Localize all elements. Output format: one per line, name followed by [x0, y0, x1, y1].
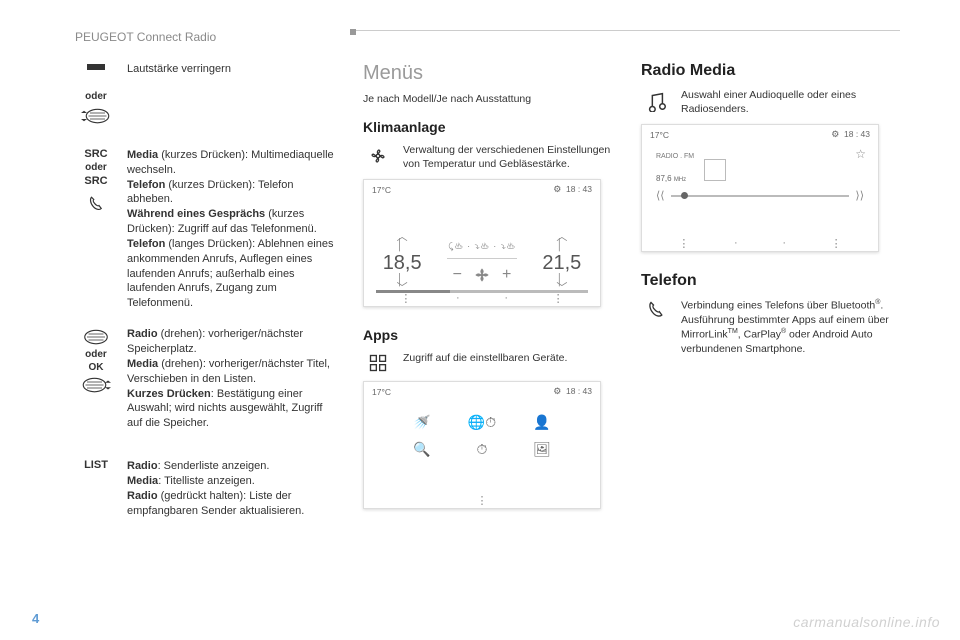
oder-label-2: oder — [85, 162, 107, 173]
app-icon-2: 🌐⏱ — [454, 410, 510, 434]
seat-mode-row: ⤹♨ · ⤵♨ · ⤵♨ — [448, 241, 516, 252]
src-label-1: SRC — [84, 148, 107, 160]
klima-title: Klimaanlage — [363, 119, 613, 135]
right-column: Radio Media Auswahl einer Audioquelle od… — [641, 62, 891, 532]
favorite-star-icon: ☆ — [855, 147, 866, 161]
fan-icon — [367, 145, 389, 167]
screen-temp: 17°C — [372, 185, 391, 195]
radio-frequency: 87,6 MHz — [656, 174, 864, 183]
app-icon-3: 👤 — [514, 410, 570, 434]
apps-desc: Zugriff auf die einstellbaren Geräte. — [403, 351, 613, 373]
menus-subtitle: Je nach Modell/Je nach Ausstattung — [363, 93, 613, 105]
dial-icon — [81, 106, 111, 126]
volume-down-icon — [87, 64, 105, 70]
dial-icon-3 — [81, 375, 111, 395]
apps-grid-icon — [368, 353, 388, 373]
screen-time: 18 : 43 — [566, 184, 592, 194]
app-icon-4: 🔍 — [394, 438, 450, 462]
app-icon-6: 🖼 — [514, 438, 570, 462]
gear-icon-3: ⚙ — [831, 129, 839, 139]
radio-screenshot: 17°C ⚙ 18 : 43 ☆ RADIO . FM 87,6 MHz ⟨⟨ … — [641, 124, 879, 252]
header-rule — [350, 30, 900, 31]
mid-column: Menüs Je nach Modell/Je nach Ausstattung… — [363, 62, 613, 532]
climate-screenshot: 17°C ⚙ 18 : 43 ︿│ 18,5 │﹀ ⤹♨ · ⤵♨ · ⤵♨ − — [363, 179, 601, 307]
screen-time-3: 18 : 43 — [844, 129, 870, 139]
media-block-text: Media (kurzes Drücken): Multimediaquelle… — [127, 148, 335, 311]
apps-title: Apps — [363, 327, 613, 343]
left-column: Lautstärke verringern oder — [75, 62, 335, 532]
radio-tuner: ⟨⟨ ⟩⟩ — [656, 189, 864, 202]
list-label: LIST — [84, 459, 108, 471]
radio-block-text: Radio (drehen): vorheriger/nächster Spei… — [127, 327, 335, 431]
volume-down-label: Lautstärke verringern — [127, 62, 335, 77]
radio-art-placeholder — [704, 159, 726, 181]
dial-icon-2 — [81, 327, 111, 347]
phone-icon-2 — [646, 300, 666, 320]
fan-center-icon — [472, 265, 492, 285]
radio-media-title: Radio Media — [641, 62, 891, 80]
music-note-icon — [645, 90, 667, 112]
fan-row: − + — [453, 265, 512, 285]
app-icon-1: 🚿 — [394, 410, 450, 434]
gear-icon: ⚙ — [553, 184, 561, 194]
radio-source-label: RADIO . FM — [656, 153, 864, 160]
list-block-text: Radio: Senderliste anzeigen. Media: Tite… — [127, 459, 335, 518]
menus-title: Menüs — [363, 62, 613, 85]
app-icon-5: ⏱ — [454, 438, 510, 462]
apps-screenshot: 17°C ⚙ 18 : 43 🚿 🌐⏱ 👤 🔍 ⏱ 🖼 ⋮ — [363, 381, 601, 509]
screen-time-2: 18 : 43 — [566, 386, 592, 396]
page-number: 4 — [32, 611, 39, 626]
klima-desc: Verwaltung der verschiedenen Einstellung… — [403, 143, 613, 171]
watermark: carmanualsonline.info — [793, 614, 940, 630]
right-temp-control: ︿│ 21,5 │﹀ — [542, 234, 581, 292]
oder-label-1: oder — [85, 91, 107, 102]
left-temp-control: ︿│ 18,5 │﹀ — [383, 234, 422, 292]
radio-media-desc: Auswahl einer Audioquelle oder eines Rad… — [681, 88, 891, 116]
gear-icon-2: ⚙ — [553, 386, 561, 396]
telefon-title: Telefon — [641, 272, 891, 290]
phone-icon — [87, 195, 105, 213]
screen-temp-3: 17°C — [650, 130, 669, 140]
telefon-desc: Verbindung eines Telefons über Bluetooth… — [681, 298, 891, 356]
ok-label: OK — [89, 362, 104, 373]
oder-label-3: oder — [85, 349, 107, 360]
screen-temp-2: 17°C — [372, 387, 391, 397]
src-label-2: SRC — [84, 175, 107, 187]
page-header: PEUGEOT Connect Radio — [75, 30, 905, 44]
